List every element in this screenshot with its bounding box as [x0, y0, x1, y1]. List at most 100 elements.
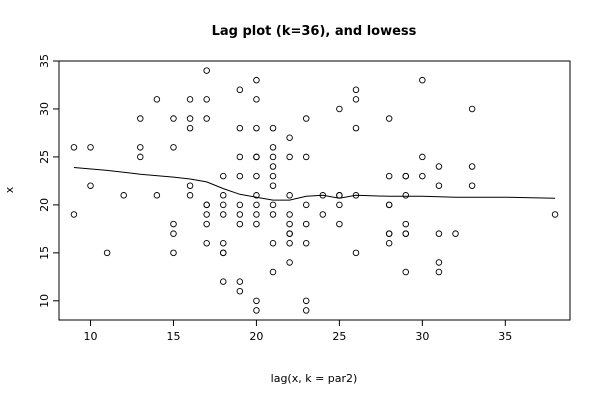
scatter-point [186, 182, 194, 189]
plot-frame [58, 60, 571, 321]
scatter-point [236, 153, 244, 161]
scatter-point [468, 163, 476, 170]
scatter-point [219, 201, 227, 209]
x-tick-label: 25 [332, 330, 346, 343]
scatter-point [137, 144, 144, 151]
scatter-point [236, 201, 244, 209]
scatter-point [253, 211, 260, 218]
scatter-point [219, 278, 227, 285]
scatter-point [186, 124, 194, 132]
scatter-point [87, 144, 94, 151]
scatter-point [236, 211, 244, 218]
scatter-point [170, 220, 177, 228]
scatter-point [336, 105, 343, 113]
x-axis: 10 15 20 25 30 35 [84, 320, 512, 343]
scatter-point [302, 297, 310, 305]
x-tick-label: 10 [84, 330, 98, 343]
scatter-point [402, 220, 410, 228]
scatter-point [385, 172, 393, 180]
scatter-point [302, 307, 310, 314]
scatter-point [253, 76, 260, 84]
scatter-point [253, 220, 260, 228]
scatter-point [402, 172, 410, 180]
scatter-point [319, 211, 327, 218]
scatter-point [435, 259, 443, 266]
x-tick-label: 20 [249, 330, 263, 343]
scatter-point [385, 115, 393, 122]
scatter-point [253, 307, 260, 314]
scatter-point [419, 172, 426, 180]
scatter-point [269, 201, 277, 209]
scatter-point [352, 86, 360, 94]
scatter-point [402, 230, 410, 237]
lowess-line [73, 167, 556, 201]
scatter-point [269, 172, 277, 180]
scatter-point [219, 240, 227, 247]
x-axis-label: lag(x, k = par2) [271, 372, 358, 385]
scatter-point [219, 211, 227, 218]
scatter-point [269, 240, 277, 247]
scatter-point [253, 124, 260, 132]
scatter-point [186, 115, 194, 122]
scatter-point [236, 278, 244, 285]
x-tick-label: 35 [498, 330, 512, 343]
y-tick-label: 30 [38, 102, 51, 116]
scatter-point [170, 115, 177, 122]
scatter-point [236, 86, 244, 94]
scatter-point [203, 240, 210, 247]
scatter-point [269, 182, 277, 189]
scatter-point [203, 96, 210, 103]
y-tick-label: 20 [38, 198, 51, 212]
scatter-point [203, 115, 210, 122]
scatter-point [153, 96, 161, 103]
scatter-point [551, 211, 559, 218]
scatter-point [70, 211, 78, 218]
scatter-point [302, 201, 310, 209]
scatter-point [269, 124, 277, 132]
scatter-point [219, 192, 227, 199]
scatter-point [302, 115, 310, 122]
scatter-point [468, 105, 476, 113]
scatter-point [203, 211, 210, 218]
scatter-point [203, 67, 210, 74]
scatter-point [286, 192, 293, 199]
scatter-point [137, 115, 144, 122]
scatter-point [219, 249, 227, 257]
scatter-point [203, 220, 210, 228]
scatter-point [435, 182, 443, 189]
y-tick-label: 25 [38, 150, 51, 164]
scatter-point [153, 192, 161, 199]
scatter-point [170, 249, 177, 257]
scatter-point [87, 182, 94, 189]
x-tick-label: 15 [166, 330, 180, 343]
scatter-point [170, 144, 177, 151]
scatter-point [236, 124, 244, 132]
scatter-point [236, 220, 244, 228]
y-tick-label: 35 [38, 54, 51, 68]
scatter-point [286, 230, 293, 237]
x-tick-label: 30 [415, 330, 429, 343]
scatter-point [170, 230, 177, 237]
scatter-point [269, 211, 277, 218]
scatter-point [302, 220, 310, 228]
y-tick-label: 10 [38, 294, 51, 308]
scatter-point [286, 259, 293, 266]
scatter-point [269, 163, 277, 170]
scatter-point [385, 240, 393, 247]
scatter-point [286, 134, 293, 141]
scatter-point [269, 153, 277, 161]
scatter-point [419, 153, 426, 161]
scatter-point [253, 172, 260, 180]
scatter-point [419, 76, 426, 84]
scatter-point [435, 268, 443, 276]
scatter-point [302, 153, 310, 161]
scatter-point [336, 220, 343, 228]
scatter-point [137, 153, 144, 161]
scatter-point [70, 144, 78, 151]
scatter-point [385, 230, 393, 237]
scatter-point [452, 230, 459, 237]
y-tick-label: 15 [38, 246, 51, 260]
scatter-point [286, 240, 293, 247]
chart-title: Lag plot (k=36), and lowess [212, 24, 417, 39]
